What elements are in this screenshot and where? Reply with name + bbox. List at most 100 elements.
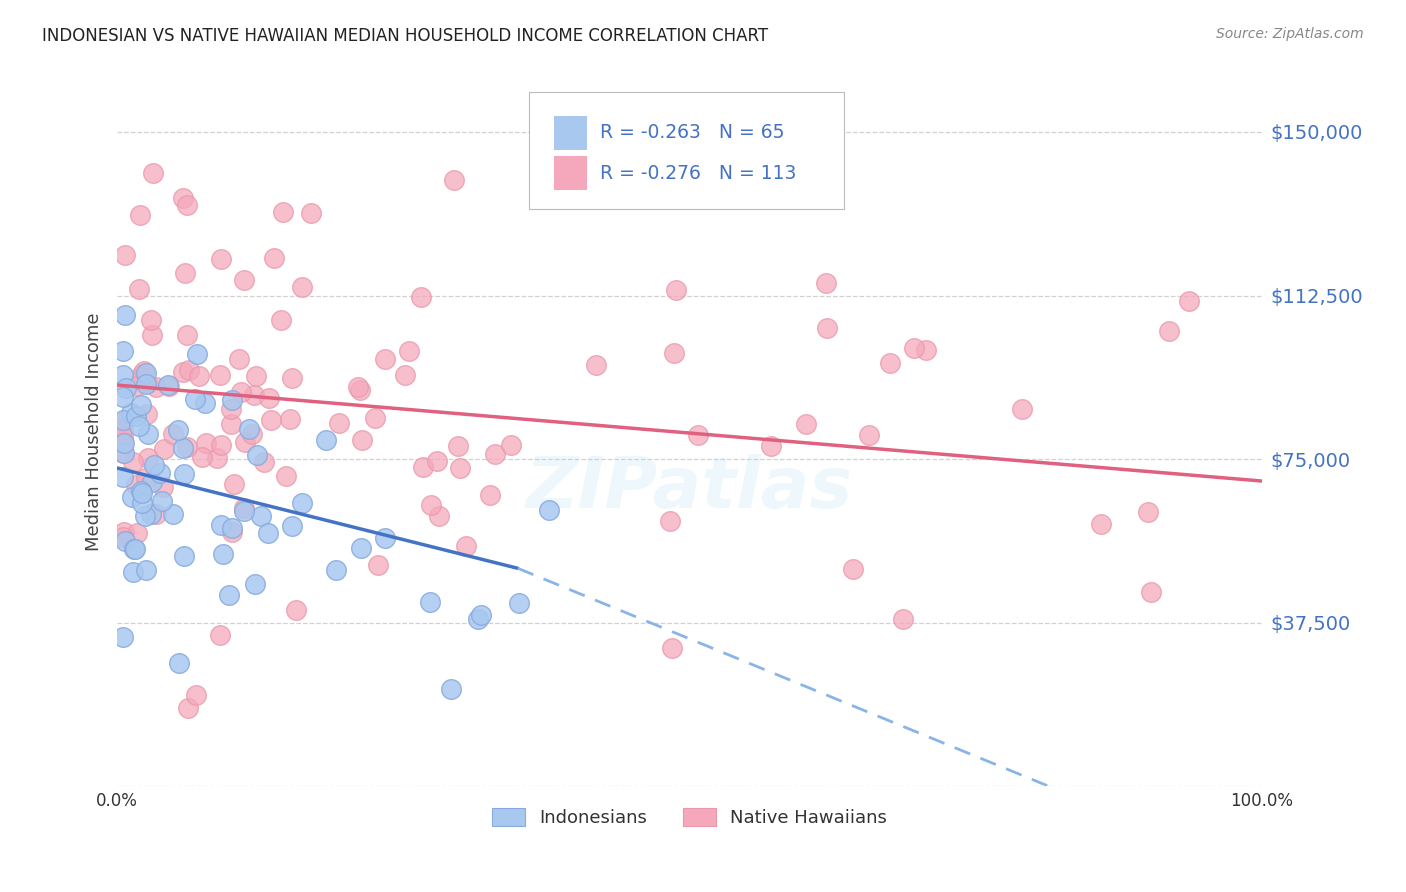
Point bbox=[172, 191, 194, 205]
Point bbox=[157, 379, 180, 393]
Point bbox=[179, 363, 201, 377]
Point bbox=[246, 449, 269, 463]
Point bbox=[128, 418, 150, 433]
Point bbox=[229, 384, 252, 399]
Point bbox=[135, 377, 157, 392]
Point bbox=[221, 392, 243, 407]
Point bbox=[194, 396, 217, 410]
Point bbox=[440, 682, 463, 697]
Point bbox=[686, 427, 709, 442]
Legend: Indonesians, Native Hawaiians: Indonesians, Native Hawaiians bbox=[485, 800, 894, 834]
Point bbox=[367, 558, 389, 573]
Point bbox=[184, 688, 207, 702]
Point bbox=[815, 321, 838, 335]
Point bbox=[136, 450, 159, 465]
Point bbox=[291, 280, 314, 294]
Point bbox=[394, 368, 416, 382]
Point bbox=[238, 422, 260, 436]
Point bbox=[139, 507, 162, 521]
Point bbox=[218, 588, 240, 602]
Text: INDONESIAN VS NATIVE HAWAIIAN MEDIAN HOUSEHOLD INCOME CORRELATION CHART: INDONESIAN VS NATIVE HAWAIIAN MEDIAN HOU… bbox=[42, 27, 768, 45]
Bar bbox=[554, 116, 586, 150]
Point bbox=[136, 426, 159, 441]
Point bbox=[1157, 324, 1180, 338]
Point bbox=[250, 509, 273, 524]
Point bbox=[454, 539, 477, 553]
Point bbox=[1090, 516, 1112, 531]
Point bbox=[209, 518, 232, 533]
Point bbox=[112, 446, 135, 460]
Point bbox=[111, 412, 134, 426]
Text: R = -0.276   N = 113: R = -0.276 N = 113 bbox=[600, 163, 797, 183]
Point bbox=[162, 426, 184, 441]
Point bbox=[134, 508, 156, 523]
Point bbox=[796, 417, 818, 431]
Point bbox=[124, 542, 146, 557]
Point bbox=[173, 549, 195, 564]
Point bbox=[139, 313, 162, 327]
Point bbox=[538, 503, 561, 517]
Point bbox=[447, 439, 470, 453]
Point bbox=[111, 415, 134, 429]
Point bbox=[136, 376, 159, 390]
Point bbox=[270, 312, 292, 326]
Point bbox=[419, 595, 441, 609]
Point bbox=[111, 430, 134, 444]
Point bbox=[281, 371, 304, 385]
Point bbox=[112, 524, 135, 539]
Point bbox=[284, 602, 307, 616]
Point bbox=[349, 384, 371, 398]
Point bbox=[167, 656, 190, 670]
Point bbox=[291, 496, 314, 510]
Point bbox=[129, 398, 152, 412]
Point bbox=[260, 412, 283, 426]
Point bbox=[150, 494, 173, 508]
Point bbox=[299, 206, 322, 220]
Point bbox=[128, 282, 150, 296]
Point bbox=[135, 471, 157, 485]
Point bbox=[166, 423, 188, 437]
Point bbox=[508, 596, 530, 610]
Point bbox=[111, 434, 134, 448]
Point bbox=[350, 541, 373, 556]
Point bbox=[409, 290, 432, 304]
Point bbox=[114, 248, 136, 262]
Point bbox=[209, 628, 232, 642]
Point bbox=[111, 530, 134, 544]
Point bbox=[120, 406, 142, 420]
Point bbox=[243, 577, 266, 591]
Text: Source: ZipAtlas.com: Source: ZipAtlas.com bbox=[1216, 27, 1364, 41]
Point bbox=[111, 422, 134, 436]
Point bbox=[125, 409, 148, 423]
Point bbox=[224, 476, 246, 491]
Point bbox=[661, 641, 683, 656]
Point bbox=[122, 541, 145, 556]
Point bbox=[256, 526, 278, 541]
Point bbox=[125, 478, 148, 492]
Point bbox=[141, 475, 163, 490]
Point bbox=[419, 498, 441, 512]
Point bbox=[121, 490, 143, 504]
Point bbox=[149, 467, 172, 481]
Point bbox=[111, 630, 134, 644]
Point bbox=[242, 388, 264, 402]
Point bbox=[219, 401, 242, 416]
Point bbox=[449, 461, 471, 475]
Point bbox=[228, 351, 250, 366]
Point bbox=[426, 454, 449, 468]
Point bbox=[233, 501, 256, 516]
Point bbox=[274, 469, 297, 483]
Point bbox=[1136, 505, 1159, 519]
Point bbox=[478, 488, 501, 502]
Point bbox=[278, 412, 301, 426]
Point bbox=[208, 368, 231, 382]
Point bbox=[398, 343, 420, 358]
Point bbox=[173, 266, 195, 280]
Point bbox=[184, 392, 207, 406]
Point bbox=[585, 358, 607, 372]
Point bbox=[207, 451, 229, 466]
Point bbox=[190, 450, 212, 465]
Point bbox=[129, 208, 152, 222]
Point bbox=[186, 346, 208, 360]
Point bbox=[135, 407, 157, 421]
